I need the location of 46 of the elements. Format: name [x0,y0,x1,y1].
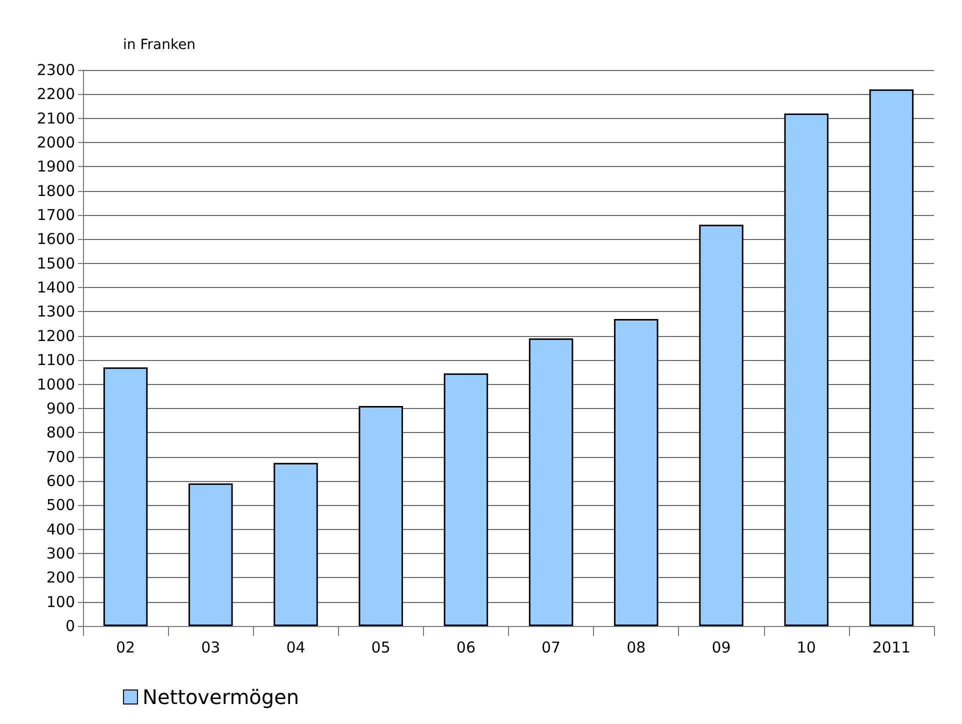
y-tick-label: 500 [46,496,75,514]
x-tick-label: 04 [286,638,306,656]
y-tick-label: 600 [46,472,75,490]
x-tick-label: 07 [542,638,561,656]
y-tick-label: 1400 [36,278,75,297]
y-tick-label: 1200 [36,326,75,345]
bar [103,367,148,626]
bar [274,462,318,626]
x-tick-label: 05 [371,638,390,656]
bar [784,114,828,626]
y-tick-label: 1900 [36,158,75,176]
y-tick-label: 1800 [36,182,75,200]
y-tick-label: 2100 [36,109,75,128]
y-tick-label: 1500 [36,254,75,272]
bar [614,318,658,626]
x-tick-label: 08 [626,638,646,656]
y-tick-label: 0 [65,617,75,635]
x-tick-label: 09 [712,638,731,656]
x-tick-label: 2011 [872,638,911,656]
y-tick-label: 300 [46,544,75,562]
x-tick-label: 10 [796,638,816,656]
y-tick-label: 2200 [36,85,75,104]
y-axis-title: in Franken [123,37,196,53]
bar [444,373,488,626]
y-tick-label: 100 [46,592,75,611]
y-tick-label: 800 [46,424,75,442]
y-tick-label: 1700 [36,206,75,224]
y-tick-label: 1300 [36,302,75,321]
x-tick-label: 02 [116,638,136,656]
x-tick-label: 03 [201,638,220,656]
y-tick-label: 1600 [36,230,75,248]
bar [358,406,403,626]
y-tick-label: 1000 [36,375,75,394]
y-tick-label: 1100 [36,351,75,370]
legend-label: Nettovermögen [142,685,300,709]
y-tick-label: 2000 [36,134,75,152]
y-tick-label: 400 [46,520,75,538]
y-tick-label: 2300 [36,61,75,79]
bar [869,89,914,626]
bar [528,338,574,626]
x-tick-label: 06 [456,638,476,656]
y-tick-label: 900 [46,399,75,418]
y-tick-label: 200 [46,568,75,587]
bar [699,224,744,626]
bar [188,483,233,626]
y-tick-label: 700 [46,448,75,466]
